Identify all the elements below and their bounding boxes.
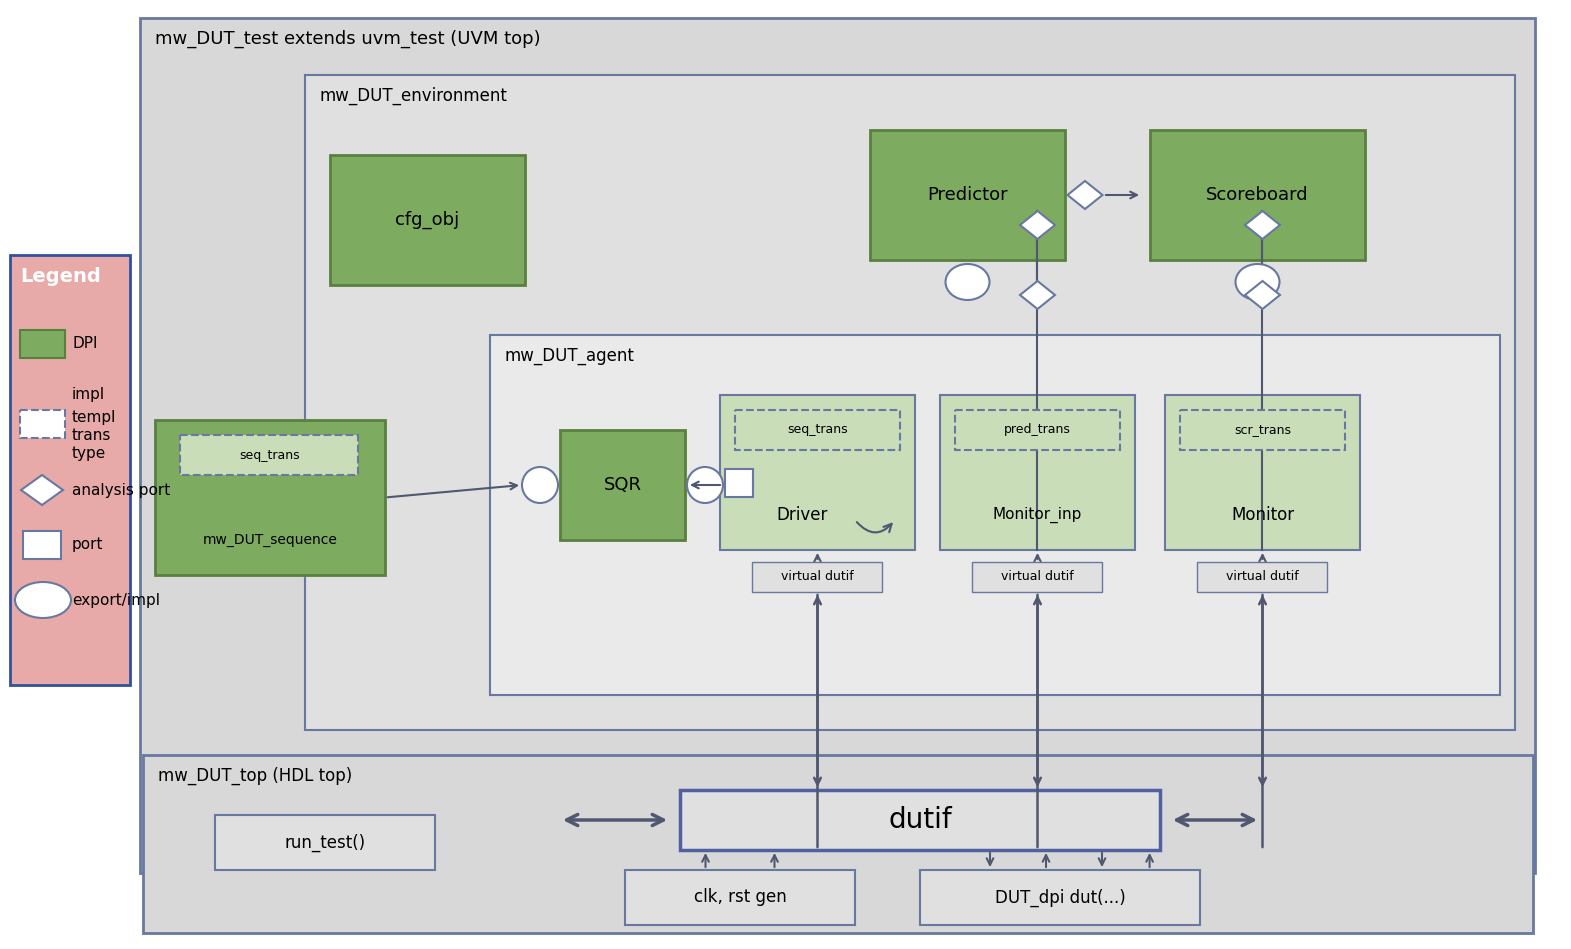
Text: pred_trans: pred_trans	[1004, 423, 1071, 437]
Text: virtual dutif: virtual dutif	[1001, 570, 1075, 584]
Text: Predictor: Predictor	[927, 186, 1009, 204]
Text: virtual dutif: virtual dutif	[781, 570, 855, 584]
Bar	[939, 395, 1134, 550]
Text: DPI: DPI	[72, 337, 97, 351]
Bar	[215, 815, 435, 870]
Polygon shape	[1244, 281, 1280, 309]
Bar	[143, 755, 1533, 933]
Bar	[490, 335, 1500, 695]
Text: type: type	[72, 446, 107, 461]
Ellipse shape	[687, 467, 723, 503]
Text: Driver: Driver	[776, 506, 828, 524]
Bar	[680, 790, 1159, 850]
Bar	[20, 410, 64, 438]
Bar	[870, 130, 1065, 260]
Text: run_test(): run_test()	[284, 833, 366, 851]
Text: mw_DUT_top (HDL top): mw_DUT_top (HDL top)	[159, 767, 352, 785]
Bar	[724, 469, 753, 497]
Text: Monitor: Monitor	[1232, 506, 1295, 524]
Bar	[20, 330, 64, 358]
Ellipse shape	[1235, 264, 1279, 300]
Text: seq_trans: seq_trans	[240, 449, 300, 461]
Text: seq_trans: seq_trans	[787, 423, 848, 437]
Text: mw_DUT_sequence: mw_DUT_sequence	[203, 533, 338, 547]
Bar	[1180, 410, 1345, 450]
Text: clk, rst gen: clk, rst gen	[694, 888, 787, 906]
Polygon shape	[1020, 281, 1056, 309]
Bar	[140, 18, 1535, 873]
Bar	[24, 531, 61, 559]
Bar	[955, 410, 1120, 450]
Text: dutif: dutif	[888, 806, 952, 834]
Bar	[181, 435, 358, 475]
Text: analysis port: analysis port	[72, 482, 170, 497]
Bar	[1197, 562, 1327, 592]
Polygon shape	[1020, 211, 1056, 239]
Text: Legend: Legend	[20, 267, 101, 286]
Polygon shape	[1068, 181, 1103, 209]
Text: port: port	[72, 537, 104, 552]
Bar	[156, 420, 385, 575]
Bar	[753, 562, 883, 592]
Text: Scoreboard: Scoreboard	[1207, 186, 1309, 204]
Bar	[625, 870, 855, 925]
Bar	[305, 75, 1514, 730]
Text: impl: impl	[72, 386, 105, 401]
Bar	[735, 410, 900, 450]
Bar	[921, 870, 1200, 925]
Bar	[330, 155, 525, 285]
Bar	[1166, 395, 1360, 550]
Bar	[720, 395, 914, 550]
Text: mw_DUT_agent: mw_DUT_agent	[504, 347, 635, 365]
Text: DUT_dpi dut(...): DUT_dpi dut(...)	[994, 888, 1125, 906]
Bar	[9, 255, 130, 685]
Text: trans: trans	[72, 428, 112, 443]
Text: templ: templ	[72, 410, 116, 425]
Bar	[972, 562, 1103, 592]
Ellipse shape	[946, 264, 990, 300]
Ellipse shape	[16, 582, 71, 618]
Text: export/impl: export/impl	[72, 592, 160, 607]
Polygon shape	[1244, 211, 1280, 239]
Text: Monitor_inp: Monitor_inp	[993, 507, 1082, 523]
Text: scr_trans: scr_trans	[1233, 423, 1291, 437]
Text: mw_DUT_test extends uvm_test (UVM top): mw_DUT_test extends uvm_test (UVM top)	[156, 30, 540, 48]
Text: virtual dutif: virtual dutif	[1225, 570, 1299, 584]
Text: cfg_obj: cfg_obj	[396, 211, 460, 229]
Bar	[1150, 130, 1365, 260]
Text: mw_DUT_environment: mw_DUT_environment	[320, 87, 507, 105]
Bar	[559, 430, 685, 540]
Text: SQR: SQR	[603, 476, 641, 494]
Ellipse shape	[522, 467, 558, 503]
Polygon shape	[20, 475, 63, 505]
